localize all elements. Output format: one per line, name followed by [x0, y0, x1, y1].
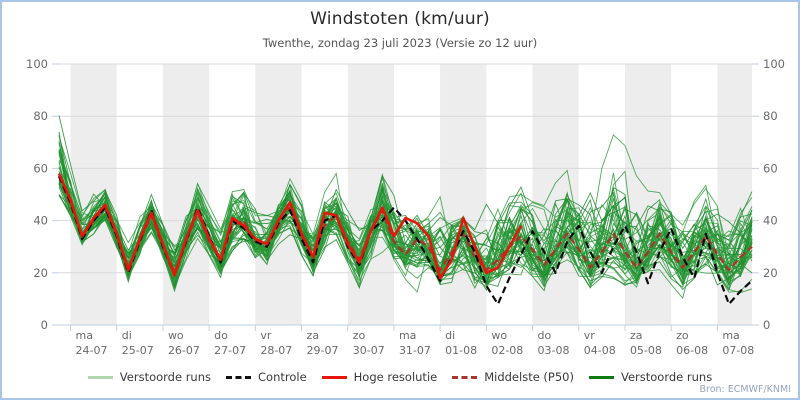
x-tick-date: 01-08 — [445, 344, 477, 357]
x-tick-day: wo — [491, 329, 507, 342]
legend-label: Middelste (P50) — [484, 370, 574, 384]
chart-legend: Verstoorde runs Controle Hoge resolutie Mid… — [2, 370, 798, 384]
x-tick-day: wo — [168, 329, 184, 342]
legend-label: Verstoorde runs — [119, 370, 211, 384]
x-tick-day: do — [538, 329, 552, 342]
legend-item: Verstoorde runs — [588, 370, 713, 384]
y-tick-label-right: 20 — [763, 266, 778, 280]
x-tick-date: 24-07 — [76, 344, 108, 357]
legend-item: Controle — [226, 370, 307, 384]
ensemble-line — [58, 161, 753, 279]
x-tick-day: vr — [584, 329, 596, 342]
x-tick-date: 04-08 — [584, 344, 616, 357]
chart-title: Windstoten (km/uur) — [310, 9, 490, 29]
legend-swatch-dashed — [452, 375, 478, 379]
y-tick-label-left: 60 — [33, 161, 48, 175]
legend-label: Verstoorde runs — [620, 370, 713, 384]
legend-item: Verstoorde runs — [87, 370, 211, 384]
y-tick-label-left: 100 — [26, 57, 48, 71]
x-tick-day: di — [445, 329, 455, 342]
x-tick-day: za — [307, 329, 320, 342]
ensemble-line — [58, 171, 753, 278]
x-tick-day: do — [214, 329, 228, 342]
ensemble-line — [58, 173, 753, 293]
x-tick-date: 05-08 — [630, 344, 662, 357]
source-credit: Bron: ECMWF/KNMI — [699, 384, 792, 395]
x-tick-date: 30-07 — [353, 344, 385, 357]
legend-item: Middelste (P50) — [452, 370, 574, 384]
x-tick-day: di — [122, 329, 132, 342]
day-band — [162, 64, 210, 325]
ensemble-line — [58, 166, 753, 288]
x-tick-date: 02-08 — [491, 344, 523, 357]
y-tick-label-right: 0 — [763, 318, 770, 332]
x-tick-day: za — [630, 329, 643, 342]
x-tick-day: vr — [260, 329, 272, 342]
legend-item: Hoge resolutie — [321, 370, 438, 384]
day-band — [625, 64, 672, 325]
x-tick-date: 06-08 — [676, 344, 708, 357]
ensemble-line — [58, 177, 753, 284]
x-tick-day: zo — [676, 329, 689, 342]
y-tick-label-right: 100 — [763, 57, 785, 71]
x-tick-date: 28-07 — [260, 344, 292, 357]
legend-swatch-solid — [588, 375, 614, 379]
legend-label: Hoge resolutie — [353, 370, 438, 384]
chart-subtitle: Twenthe, zondag 23 juli 2023 (Versie zo … — [262, 36, 538, 50]
x-tick-day: ma — [399, 329, 416, 342]
x-tick-date: 27-07 — [214, 344, 246, 357]
x-tick-date: 25-07 — [122, 344, 154, 357]
day-band — [532, 64, 579, 325]
y-tick-label-right: 80 — [763, 109, 778, 123]
legend-swatch-solid — [321, 375, 347, 379]
day-band — [347, 64, 394, 325]
legend-label: Controle — [258, 370, 307, 384]
series-line-hoge-resolutie — [57, 173, 523, 280]
x-tick-day: ma — [76, 329, 93, 342]
y-tick-label-left: 40 — [33, 214, 48, 228]
x-tick-day: ma — [722, 329, 739, 342]
legend-swatch-solid — [87, 375, 113, 379]
x-tick-date: 07-08 — [722, 344, 754, 357]
y-tick-label-left: 0 — [41, 318, 48, 332]
y-tick-label-left: 80 — [33, 109, 48, 123]
y-tick-label-right: 60 — [763, 161, 778, 175]
ensemble-line — [58, 179, 753, 284]
day-band — [440, 64, 487, 325]
ensemble-line — [58, 177, 753, 289]
x-tick-date: 31-07 — [399, 344, 431, 357]
x-tick-date: 29-07 — [307, 344, 339, 357]
legend-swatch-dashed — [226, 375, 251, 379]
x-tick-day: zo — [353, 329, 366, 342]
y-tick-label-right: 40 — [763, 214, 778, 228]
x-tick-date: 26-07 — [168, 344, 200, 357]
y-tick-label-left: 20 — [33, 266, 48, 280]
day-band — [255, 64, 302, 325]
x-tick-date: 03-08 — [538, 344, 570, 357]
